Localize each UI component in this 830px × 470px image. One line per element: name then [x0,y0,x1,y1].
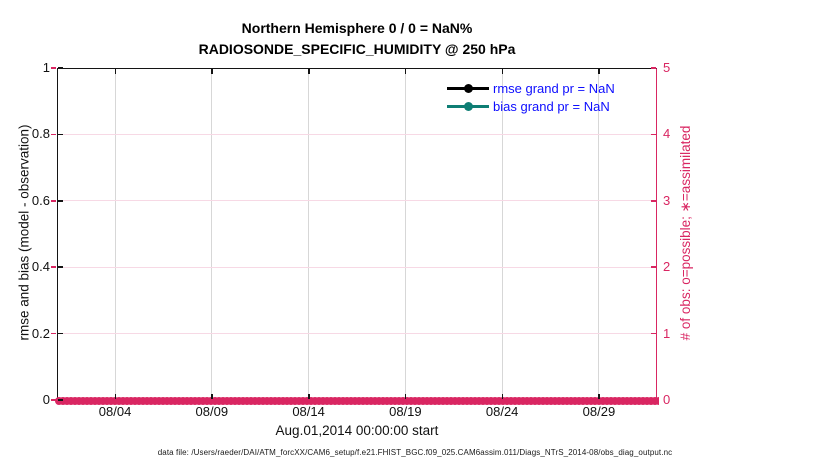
y-tick-left [58,67,63,69]
left-y-tick-label: 0.2 [31,325,50,341]
chart-title-line1: Northern Hemisphere 0 / 0 = NaN% [241,20,473,36]
y-gridline [58,200,656,202]
x-gridline [404,69,406,399]
y-tick-left [58,399,63,401]
y-tick-left-outer [51,399,56,401]
y-tick-right [651,200,656,202]
x-tick-top [598,69,600,74]
chart-title-line2: RADIOSONDE_SPECIFIC_HUMIDITY @ 250 hPa [198,41,516,57]
y-tick-right [651,266,656,268]
legend-entry: bias grand pr = NaN [447,97,615,115]
right-y-tick-label: 0 [663,392,671,407]
legend: rmse grand pr = NaN bias grand pr = NaN [447,79,615,115]
legend-dot-marker [464,83,473,93]
obs-count-markers-at-zero [55,396,659,405]
x-tick-bottom [308,394,310,399]
x-gridline [308,69,310,399]
left-y-tick-label: 0.4 [31,259,50,275]
y-tick-left [58,200,63,202]
y-tick-left [58,332,63,335]
y-tick-left [58,266,63,268]
left-y-tick-label: 1 [42,60,50,75]
y-tick-right [651,133,656,136]
right-y-tick-label: 4 [663,126,671,142]
y-tick-right [651,332,656,335]
y-gridline [58,133,656,135]
right-y-tick-label: 1 [663,325,671,341]
left-y-tick-label: 0.6 [31,192,50,208]
y-tick-left-outer [51,133,56,136]
x-gridline [114,69,116,399]
plot-area [57,68,657,400]
y-tick-left-outer [51,332,56,335]
y-tick-left-outer [51,200,56,202]
x-tick-bottom [598,394,600,399]
left-y-tick-label: 0.8 [31,126,50,142]
right-y-tick-label: 3 [663,192,671,208]
legend-entry-label: bias grand pr = NaN [493,98,610,114]
x-axis-label: Aug.01,2014 00:00:00 start [275,423,439,438]
x-tick-label: 08/04 [98,404,132,419]
x-tick-top [114,69,117,74]
x-tick-label: 08/19 [389,404,422,419]
x-tick-top [404,69,407,74]
legend-entry: rmse grand pr = NaN [447,79,615,97]
y-tick-right [651,399,656,401]
right-y-tick-label: 5 [663,60,671,75]
x-tick-bottom [501,394,504,399]
y-tick-left-outer [51,67,56,69]
x-gridline [501,69,503,399]
data-file-footer: data file: /Users/raeder/DAI/ATM_forcXX/… [157,448,673,457]
right-y-tick-label: 2 [663,259,671,275]
x-tick-label: 08/14 [292,404,325,419]
left-y-axis-label: rmse and bias (model - observation) [16,124,32,341]
y-tick-right [651,67,656,69]
obs-count-marker [655,396,659,405]
y-gridline [58,266,656,268]
legend-dot-marker [464,101,473,111]
x-tick-bottom [211,394,213,399]
y-tick-left-outer [51,266,56,268]
x-tick-label: 08/29 [582,404,616,419]
x-tick-top [501,69,504,74]
right-y-axis-label: # of obs: o=possible; ∗=assimilated [678,125,693,341]
x-tick-top [211,69,213,74]
legend-line-marker [447,83,489,93]
legend-entry-label: rmse grand pr = NaN [493,80,615,96]
legend-line-marker [447,101,489,111]
x-gridline [211,69,213,399]
x-tick-bottom [404,394,407,399]
y-gridline [58,333,656,335]
x-gridline [598,69,600,399]
x-tick-label: 08/09 [195,404,229,419]
x-tick-label: 08/24 [485,404,519,419]
x-tick-bottom [114,394,117,399]
y-tick-left [58,133,63,136]
left-y-tick-label: 0 [42,392,50,407]
x-tick-top [308,69,310,74]
